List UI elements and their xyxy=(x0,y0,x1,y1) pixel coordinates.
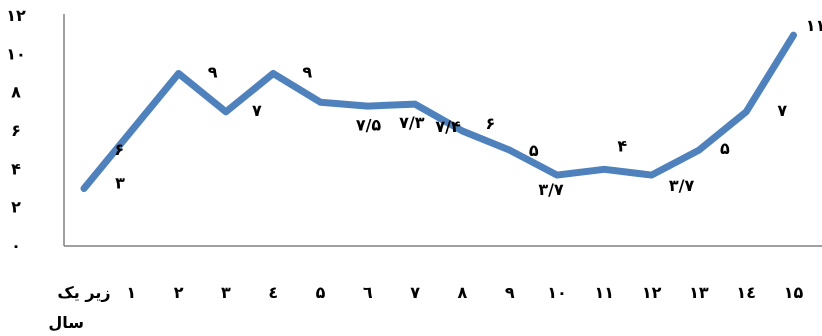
y-tick-label: ۴ xyxy=(11,159,21,178)
data-label: ۳ xyxy=(115,174,125,193)
data-label: ۷/۴ xyxy=(435,117,461,136)
data-label: ۷/۵ xyxy=(356,115,382,134)
data-label: ۷ xyxy=(252,101,262,120)
x-tick-label: ۱ xyxy=(126,283,136,302)
x-tick-label: ۷ xyxy=(410,283,420,302)
x-tick-label: زیر یک سال xyxy=(48,283,110,332)
data-label: ۹ xyxy=(302,63,312,82)
data-label: ۹ xyxy=(208,63,218,82)
x-tick-label: ۸ xyxy=(458,283,468,302)
y-tick-label: ۱۰ xyxy=(6,44,26,63)
x-tick-label: ۱٤ xyxy=(736,283,756,302)
x-tick-label: ۱۳ xyxy=(689,283,709,302)
data-label: ۳/۷ xyxy=(538,180,564,199)
x-tick-label: ۲ xyxy=(174,283,184,302)
x-tick-label: ۳ xyxy=(221,283,231,302)
data-label: ۵ xyxy=(529,141,539,160)
x-tick-label: ۵ xyxy=(316,283,326,302)
data-label: ۷ xyxy=(777,101,787,120)
y-axis-ticks: ۰ ۲ ۴ ۶ ۸ ۱۰ ۱۲ xyxy=(6,6,26,255)
x-tick-label: ۱۱ xyxy=(595,283,615,302)
data-label: ۶ xyxy=(486,114,496,133)
x-tick-label: ۱۰ xyxy=(547,283,567,302)
x-tick-label: ۱۲ xyxy=(642,283,662,302)
y-tick-label: ۲ xyxy=(11,198,21,217)
data-label: ۱۱ xyxy=(806,16,822,35)
data-label: ۴ xyxy=(617,136,627,155)
y-tick-label: ۶ xyxy=(11,121,21,140)
data-points xyxy=(83,34,795,189)
y-tick-label: ۸ xyxy=(11,83,21,102)
x-tick-label: ۹ xyxy=(505,283,515,302)
data-labels: ۳ ۶ ۹ ۷ ۹ ۷/۵ ۷/۳ ۷/۴ ۶ ۵ ۳/۷ ۴ ۳/۷ ۵ ۷ ۱۱ xyxy=(114,16,822,199)
data-label: ۷/۳ xyxy=(399,113,425,132)
x-tick-label: ٤ xyxy=(268,283,278,302)
y-tick-label: ۰ xyxy=(11,236,21,255)
data-label: ۳/۷ xyxy=(669,176,695,195)
data-label: ۶ xyxy=(114,140,124,159)
x-tick-label: ٦ xyxy=(363,283,373,302)
y-tick-label: ۱۲ xyxy=(6,6,26,25)
data-label: ۵ xyxy=(720,139,730,158)
series-line xyxy=(80,31,797,192)
x-tick-label: ۱۵ xyxy=(784,283,804,302)
